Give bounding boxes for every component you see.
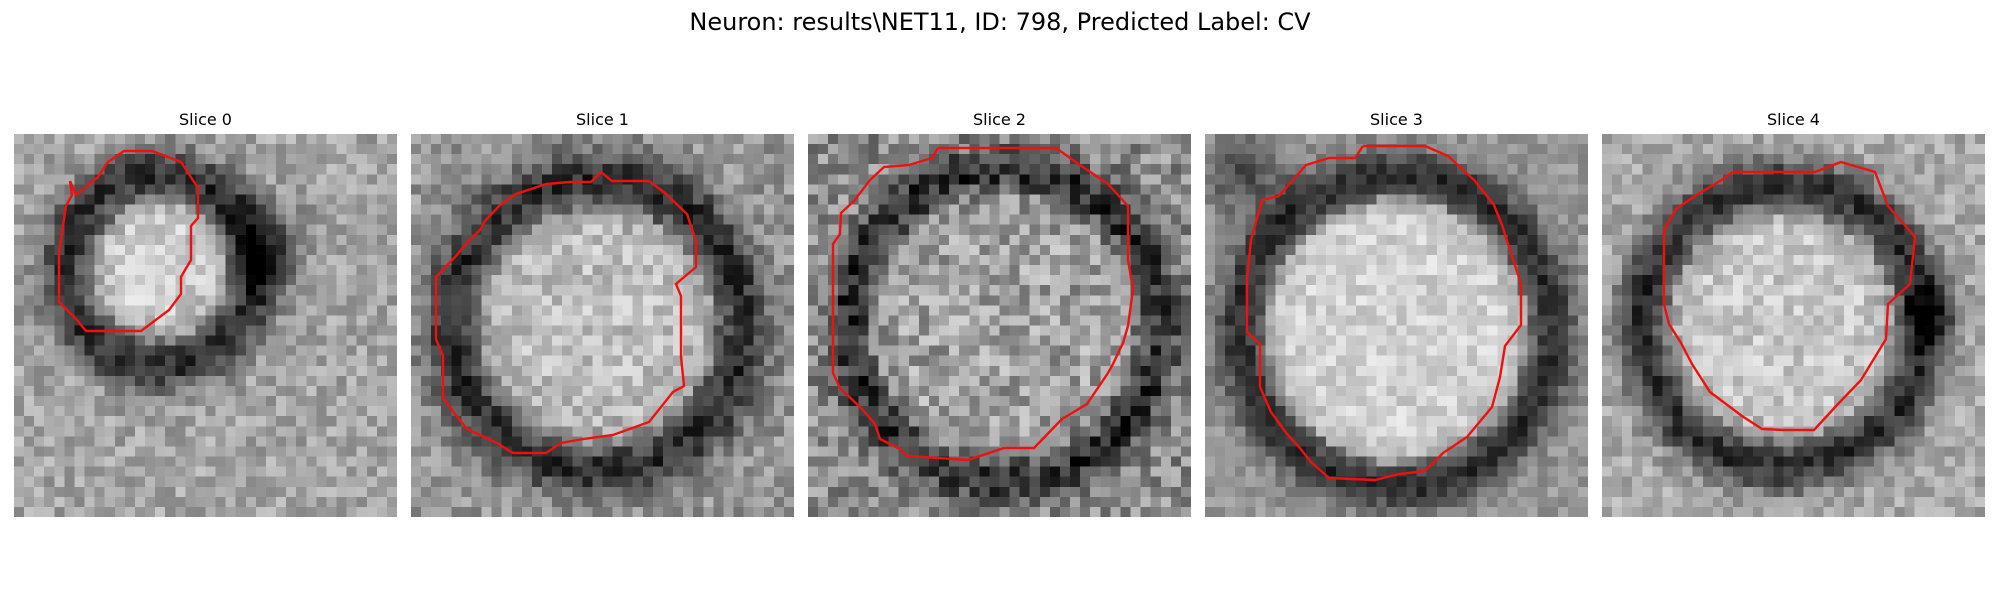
slice-title-4: Slice 4 <box>1767 110 1820 129</box>
segmentation-contour-3 <box>1245 144 1523 482</box>
segmentation-contour-1 <box>434 171 698 455</box>
slice-panel-0: Slice 0 <box>14 108 397 518</box>
slice-panel-2: Slice 2 <box>808 108 1191 518</box>
contour-overlay-2 <box>831 146 1135 462</box>
segmentation-contour-0 <box>57 149 200 333</box>
figure-title: Neuron: results\NET11, ID: 798, Predicte… <box>689 8 1311 36</box>
slice-image-0 <box>14 134 397 517</box>
slice-image-1 <box>411 134 794 517</box>
slice-title-3: Slice 3 <box>1370 110 1423 129</box>
slice-panel-4: Slice 4 <box>1602 108 1985 518</box>
slice-panel-1: Slice 1 <box>411 108 794 518</box>
slice-panel-3: Slice 3 <box>1205 108 1588 518</box>
contour-overlay-4 <box>1662 160 1917 432</box>
contour-overlay-1 <box>434 171 698 455</box>
slice-image-4 <box>1602 134 1985 517</box>
segmentation-contour-4 <box>1662 160 1917 432</box>
slice-title-1: Slice 1 <box>576 110 629 129</box>
slice-title-0: Slice 0 <box>179 110 232 129</box>
contour-overlay-3 <box>1245 144 1523 482</box>
slice-title-2: Slice 2 <box>973 110 1026 129</box>
segmentation-contour-2 <box>831 146 1135 462</box>
contour-overlay-0 <box>57 149 200 333</box>
